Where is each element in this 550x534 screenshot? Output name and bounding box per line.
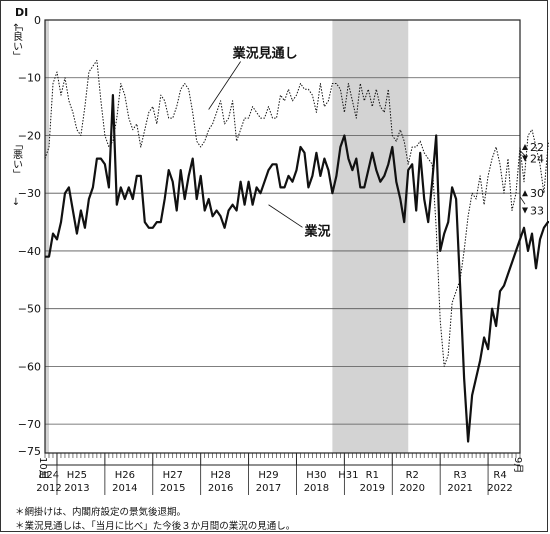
x-year-label: 2020 <box>400 483 425 494</box>
x-era-label: H24 <box>39 470 59 481</box>
x-year-label: 2021 <box>447 483 472 494</box>
x-era-label: R3 <box>453 470 466 481</box>
x-year-label: 2022 <box>487 483 512 494</box>
x-year-label: 2019 <box>360 483 385 494</box>
end-connector-line <box>519 150 526 156</box>
x-era-label: H26 <box>115 470 135 481</box>
y-tick-label: −30 <box>18 187 41 200</box>
x-era-label: H31 <box>338 470 358 481</box>
end-value-label: 22 <box>530 141 544 154</box>
current-series-label: 業況 <box>303 223 330 239</box>
end-value-label: 33 <box>530 205 544 218</box>
note-shading: ＊網掛けは、内閣府設定の景気後退期。 <box>15 507 187 518</box>
series-line-0 <box>44 59 549 367</box>
end-marker-icon <box>522 155 528 162</box>
x-year-label: 2012 <box>36 483 61 494</box>
recession-shade-1 <box>332 20 409 453</box>
y-axis-title: DI <box>15 6 28 19</box>
y-tick-label: −10 <box>18 72 41 85</box>
x-year-label: 2018 <box>304 483 329 494</box>
note-outlook: ＊業況見通しは、「当月に比べ」た今後３か月間の業況の見通し。 <box>15 521 296 532</box>
y-tick-label: −75 <box>18 445 41 458</box>
y-tick-label: −50 <box>18 303 41 316</box>
recession-shade-0 <box>45 20 49 453</box>
x-era-label: H30 <box>306 470 326 481</box>
x-era-label: H27 <box>163 470 183 481</box>
y-label-bad: 「悪い」 <box>11 139 23 179</box>
y-tick-label: −40 <box>18 245 41 258</box>
x-start-month-label: 10月 <box>37 457 49 480</box>
end-marker-icon <box>522 190 528 197</box>
x-era-label: R1 <box>366 470 379 481</box>
y-tick-label: −20 <box>18 129 41 142</box>
x-year-label: 2015 <box>160 483 185 494</box>
end-connector-line <box>519 196 526 205</box>
end-value-label: 30 <box>530 187 544 200</box>
series-line-1 <box>45 93 549 443</box>
x-era-label: H28 <box>211 470 231 481</box>
x-end-month-label: 9月 <box>512 457 524 473</box>
y-label-good: 「良い」 <box>11 21 23 61</box>
current-leader-line <box>268 204 303 228</box>
x-era-label: R4 <box>493 470 506 481</box>
x-year-label: 2014 <box>112 483 137 494</box>
x-era-label: H29 <box>258 470 278 481</box>
bad-arrow-icon: ↓ <box>12 197 20 208</box>
x-year-label: 2016 <box>208 483 233 494</box>
outlook-leader-line <box>208 61 241 110</box>
x-year-label: 2013 <box>64 483 89 494</box>
y-tick-label: −60 <box>18 360 41 373</box>
y-tick-label: −70 <box>18 418 41 431</box>
y-tick-label: 0 <box>34 14 41 27</box>
end-marker-icon <box>522 207 528 214</box>
x-year-label: 2017 <box>256 483 281 494</box>
x-era-label: R2 <box>406 470 419 481</box>
good-arrow-icon: ↑ <box>12 23 20 34</box>
outlook-series-label: 業況見通し <box>232 46 298 62</box>
end-marker-icon <box>522 144 528 151</box>
x-era-label: H25 <box>67 470 87 481</box>
end-value-label: 24 <box>530 153 544 166</box>
plot-border <box>44 19 521 454</box>
di-line-chart: 0 −10 −20 −30 −40 −50 −60 −70 −75 DI ↑「良い」「悪い」 ↓ 10月… <box>11 6 549 495</box>
